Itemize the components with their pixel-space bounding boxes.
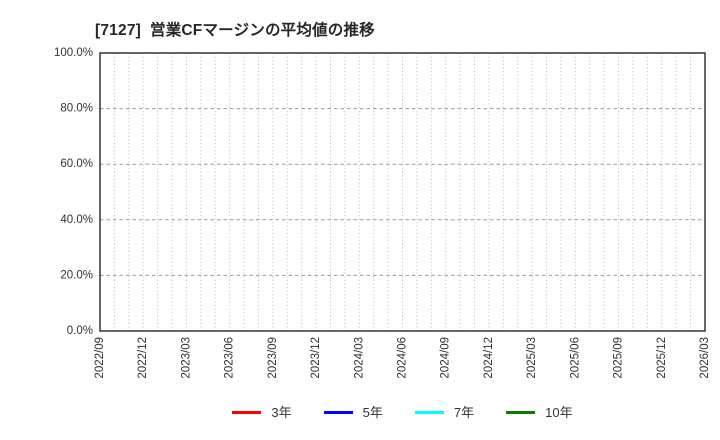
x-tick-label: 2022/09 — [94, 337, 106, 379]
legend-line-swatch — [323, 410, 353, 414]
legend-label: 5年 — [362, 404, 383, 420]
legend-item-3年: 3年 — [232, 404, 292, 420]
x-tick-label: 2023/09 — [267, 337, 279, 379]
x-tick-label: 2025/12 — [656, 337, 668, 379]
x-tick-label: 2024/09 — [440, 337, 452, 379]
plot-frame — [99, 52, 706, 332]
legend-label: 10年 — [545, 404, 573, 420]
legend-line-swatch — [506, 410, 536, 414]
x-tick-label: 2023/12 — [310, 337, 322, 379]
x-tick-labels: 2022/09 2022/12 2023/03 2023/06 2023/09 2023/… — [94, 337, 711, 379]
plot-area: 0.0%20.0%40.0%60.0%80.0%100.0%2022/09 202… — [54, 47, 711, 379]
chart-title: [7127] 営業CFマージンの平均値の推移 — [95, 22, 375, 39]
legend-item-10年: 10年 — [506, 404, 573, 420]
y-tick-label: 100.0% — [54, 47, 93, 59]
x-tick-label: 2025/06 — [569, 337, 581, 379]
y-tick-label: 80.0% — [60, 103, 93, 115]
legend-label: 3年 — [271, 404, 292, 420]
legend-label: 7年 — [453, 404, 475, 420]
y-tick-labels: 0.0% 20.0% 40.0% 60.0% 80.0% 100.0% — [54, 47, 93, 337]
x-tick-label: 2023/03 — [180, 337, 192, 379]
x-tick-label: 2025/03 — [526, 337, 538, 379]
x-tick-label: 2024/06 — [397, 337, 409, 379]
y-tick-label: 40.0% — [60, 214, 93, 226]
y-tick-label: 0.0% — [67, 325, 93, 337]
x-gridlines — [113, 53, 692, 331]
legend-line-swatch — [232, 410, 262, 414]
legend: 3年 5年 7年 10年 — [100, 400, 705, 424]
x-tick-label: 2024/03 — [353, 337, 365, 379]
x-tick-label: 2025/09 — [613, 337, 625, 379]
legend-item-7年: 7年 — [414, 404, 475, 420]
x-tick-label: 2023/06 — [224, 337, 236, 379]
y-tick-label: 20.0% — [60, 269, 93, 281]
legend-line-swatch — [414, 410, 444, 414]
y-tick-label: 60.0% — [60, 158, 93, 170]
x-tick-label: 2024/12 — [483, 337, 495, 379]
x-tick-label: 2026/03 — [699, 337, 711, 379]
y-gridlines — [100, 108, 705, 276]
x-tick-label: 2022/12 — [137, 337, 149, 379]
legend-item-5年: 5年 — [323, 404, 383, 420]
